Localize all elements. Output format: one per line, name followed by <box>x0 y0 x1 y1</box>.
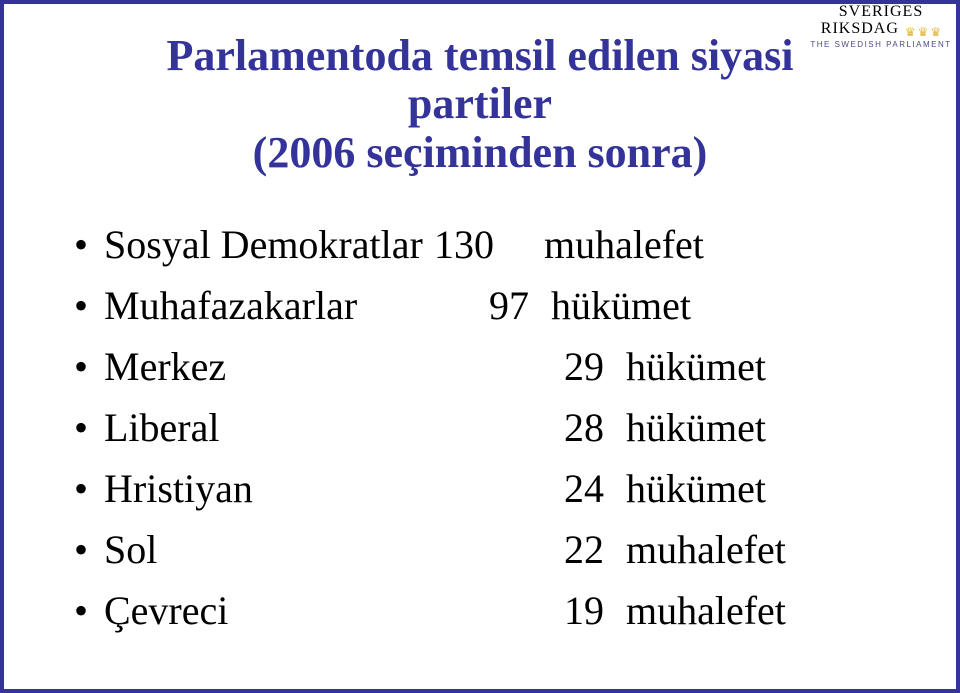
party-status: muhalefet <box>626 526 916 573</box>
seat-count: 130 <box>434 221 544 268</box>
seat-count: 22 <box>514 526 626 573</box>
list-item: • Merkez 29 hükümet <box>74 343 916 390</box>
party-status: muhalefet <box>626 587 916 634</box>
party-name: Muhafazakarlar <box>104 282 404 329</box>
list-item: • Çevreci 19 muhalefet <box>74 587 916 634</box>
party-status: hükümet <box>626 404 916 451</box>
party-status: hükümet <box>626 465 916 512</box>
party-status: hükümet <box>551 282 916 329</box>
list-item: • Hristiyan 24 hükümet <box>74 465 916 512</box>
slide-title-line3: (2006 seçiminden sonra) <box>4 129 956 177</box>
party-list: • Sosyal Demokratlar 130 muhalefet • Muh… <box>4 177 956 634</box>
bullet-icon: • <box>74 404 104 451</box>
party-status: hükümet <box>626 343 916 390</box>
bullet-icon: • <box>74 465 104 512</box>
party-name: Çevreci <box>104 587 514 634</box>
list-item: • Liberal 28 hükümet <box>74 404 916 451</box>
seat-count: 24 <box>514 465 626 512</box>
party-name: Hristiyan <box>104 465 514 512</box>
bullet-icon: • <box>74 282 104 329</box>
seat-count: 97 <box>404 282 551 329</box>
bullet-icon: • <box>74 221 104 268</box>
list-item: • Muhafazakarlar 97 hükümet <box>74 282 916 329</box>
slide-title-line2: partiler <box>4 80 956 128</box>
bullet-icon: • <box>74 343 104 390</box>
bullet-icon: • <box>74 587 104 634</box>
slide: SVERIGES RIKSDAG ♛ ♛ ♛ THE SWEDISH PARLI… <box>0 0 960 693</box>
seat-count: 28 <box>514 404 626 451</box>
party-name: Liberal <box>104 404 514 451</box>
party-name: Sol <box>104 526 514 573</box>
party-name: Sosyal Demokratlar <box>104 221 434 268</box>
slide-title-line1: Parlamentoda temsil edilen siyasi <box>4 4 956 80</box>
party-name: Merkez <box>104 343 514 390</box>
list-item: • Sol 22 muhalefet <box>74 526 916 573</box>
bullet-icon: • <box>74 526 104 573</box>
seat-count: 29 <box>514 343 626 390</box>
seat-count: 19 <box>514 587 626 634</box>
list-item: • Sosyal Demokratlar 130 muhalefet <box>74 221 916 268</box>
party-status: muhalefet <box>544 221 916 268</box>
